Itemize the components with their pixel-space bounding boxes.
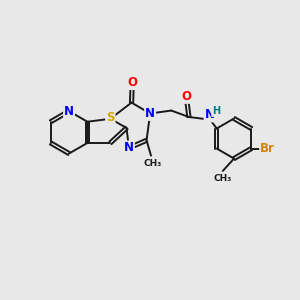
- Text: N: N: [64, 105, 74, 118]
- Text: O: O: [127, 76, 137, 89]
- Text: N: N: [145, 107, 155, 120]
- Text: CH₃: CH₃: [214, 174, 232, 183]
- Text: Br: Br: [260, 142, 275, 155]
- Text: H: H: [212, 106, 220, 116]
- Text: N: N: [205, 109, 214, 122]
- Text: CH₃: CH₃: [143, 159, 162, 168]
- Text: N: N: [124, 141, 134, 154]
- Text: S: S: [106, 111, 115, 124]
- Text: O: O: [182, 90, 192, 103]
